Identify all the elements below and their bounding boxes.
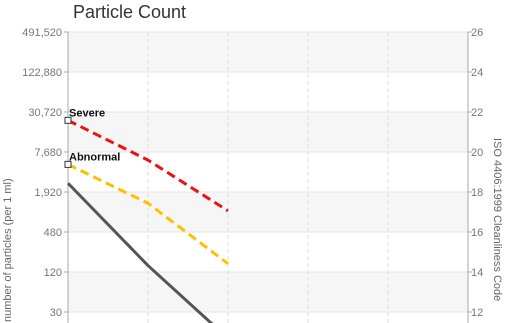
series-lines: [66, 119, 229, 323]
left-tick-label: 1,920: [34, 187, 62, 199]
grid-band: [68, 272, 468, 312]
grid-band: [68, 192, 468, 232]
left-tick-label: 491,520: [22, 27, 62, 39]
plot-bands: [68, 32, 468, 312]
left-tick-label: 7,680: [34, 147, 62, 159]
right-tick-label: 20: [471, 147, 483, 159]
right-tick-label: 16: [471, 227, 483, 239]
right-tick-label: 24: [471, 67, 483, 79]
left-tick-label: 30: [50, 307, 62, 319]
grid-band: [68, 112, 468, 152]
series-line-1: [67, 163, 229, 265]
grid-band: [68, 32, 468, 72]
series-line-2: [66, 182, 214, 323]
annotation-label-1: Abnormal: [69, 151, 120, 163]
series-line-0: [67, 119, 229, 213]
right-tick-label: 26: [471, 27, 483, 39]
annotation-label-0: Severe: [69, 107, 105, 119]
annotation-marker-1: [64, 160, 72, 168]
left-tick-label: 480: [44, 227, 62, 239]
left-axis-ticks: 30 120 480 1,920 7,680 30,720 122,880 491,520: [22, 27, 68, 319]
left-axis-title: number of particles (per 1 ml): [2, 178, 14, 322]
right-tick-label: 12: [471, 307, 483, 319]
right-tick-label: 14: [471, 267, 483, 279]
right-tick-label: 18: [471, 187, 483, 199]
right-axis-title: ISO 4406:1999 Cleanliness Code: [491, 138, 503, 301]
right-axis-ticks: 12 14 16 18 20 22 24 26: [468, 27, 483, 319]
right-tick-label: 22: [471, 107, 483, 119]
annotations: Severe Abnormal: [64, 107, 120, 168]
left-tick-label: 122,880: [22, 67, 62, 79]
annotation-marker-0: [64, 116, 72, 124]
plot-axes: [67, 32, 469, 323]
chart-title: Particle Count: [73, 2, 186, 22]
left-tick-label: 30,720: [28, 107, 62, 119]
left-tick-label: 120: [44, 267, 62, 279]
